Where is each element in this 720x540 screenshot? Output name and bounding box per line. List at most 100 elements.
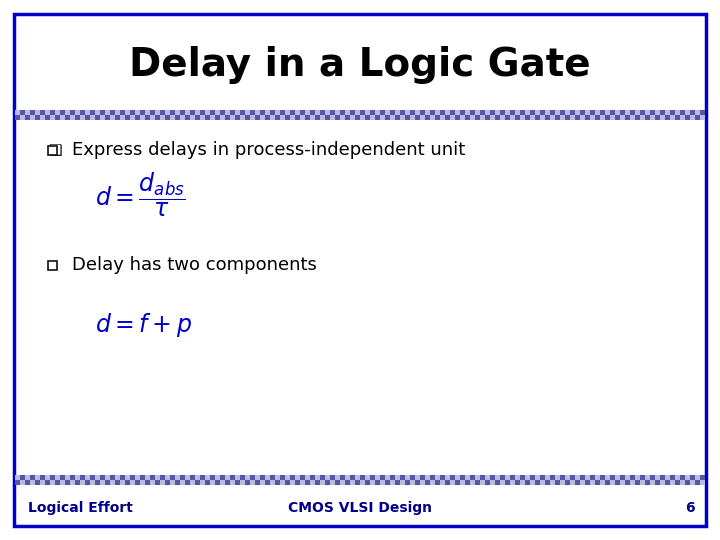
Bar: [430, 115, 435, 120]
Bar: [245, 480, 250, 485]
Bar: [345, 110, 350, 115]
Bar: [625, 480, 630, 485]
Bar: [270, 115, 275, 120]
Bar: [470, 475, 475, 480]
Bar: [300, 475, 305, 480]
Bar: [485, 110, 490, 115]
Bar: [700, 110, 705, 115]
Bar: [340, 475, 345, 480]
Bar: [55, 115, 60, 120]
Bar: [435, 110, 440, 115]
Bar: [370, 475, 375, 480]
Bar: [105, 110, 110, 115]
Bar: [590, 480, 595, 485]
Bar: [560, 110, 565, 115]
Bar: [530, 110, 535, 115]
Bar: [390, 115, 395, 120]
Bar: [600, 475, 605, 480]
Bar: [300, 110, 305, 115]
Bar: [555, 475, 560, 480]
Bar: [160, 115, 165, 120]
Bar: [360, 475, 365, 480]
Bar: [430, 480, 435, 485]
Bar: [145, 110, 150, 115]
Bar: [580, 110, 585, 115]
Bar: [250, 110, 255, 115]
Bar: [60, 480, 65, 485]
Bar: [50, 480, 55, 485]
Bar: [270, 110, 275, 115]
Bar: [675, 110, 680, 115]
Bar: [145, 480, 150, 485]
Bar: [200, 110, 205, 115]
Bar: [485, 115, 490, 120]
Bar: [165, 480, 170, 485]
Bar: [665, 110, 670, 115]
Bar: [210, 475, 215, 480]
Bar: [175, 115, 180, 120]
Bar: [505, 110, 510, 115]
Bar: [65, 475, 70, 480]
Bar: [35, 475, 40, 480]
Bar: [415, 110, 420, 115]
Bar: [130, 480, 135, 485]
Bar: [345, 115, 350, 120]
Bar: [445, 115, 450, 120]
Bar: [220, 110, 225, 115]
Bar: [205, 115, 210, 120]
Bar: [315, 115, 320, 120]
Bar: [165, 115, 170, 120]
Bar: [210, 480, 215, 485]
Bar: [20, 475, 25, 480]
Bar: [80, 480, 85, 485]
Bar: [400, 475, 405, 480]
Bar: [295, 475, 300, 480]
Bar: [75, 115, 80, 120]
Bar: [695, 115, 700, 120]
Bar: [570, 110, 575, 115]
Bar: [445, 480, 450, 485]
Bar: [670, 115, 675, 120]
Bar: [165, 475, 170, 480]
Bar: [175, 480, 180, 485]
Bar: [570, 475, 575, 480]
Bar: [385, 475, 390, 480]
Bar: [330, 475, 335, 480]
Bar: [150, 475, 155, 480]
Bar: [385, 115, 390, 120]
Bar: [605, 115, 610, 120]
Bar: [675, 480, 680, 485]
Bar: [635, 110, 640, 115]
Bar: [665, 480, 670, 485]
Bar: [630, 475, 635, 480]
Bar: [210, 110, 215, 115]
Bar: [135, 115, 140, 120]
Bar: [465, 115, 470, 120]
Bar: [230, 110, 235, 115]
Bar: [550, 115, 555, 120]
Bar: [20, 480, 25, 485]
Bar: [240, 475, 245, 480]
Bar: [120, 115, 125, 120]
Bar: [240, 115, 245, 120]
Bar: [245, 110, 250, 115]
Bar: [170, 110, 175, 115]
Bar: [265, 115, 270, 120]
Bar: [60, 110, 65, 115]
Bar: [75, 110, 80, 115]
Bar: [190, 475, 195, 480]
Bar: [170, 480, 175, 485]
Bar: [460, 110, 465, 115]
Bar: [645, 480, 650, 485]
Bar: [180, 115, 185, 120]
Bar: [220, 480, 225, 485]
Bar: [380, 480, 385, 485]
Bar: [620, 480, 625, 485]
Bar: [650, 110, 655, 115]
Bar: [700, 115, 705, 120]
Bar: [490, 110, 495, 115]
Bar: [370, 110, 375, 115]
Bar: [460, 115, 465, 120]
Bar: [540, 475, 545, 480]
Bar: [445, 110, 450, 115]
